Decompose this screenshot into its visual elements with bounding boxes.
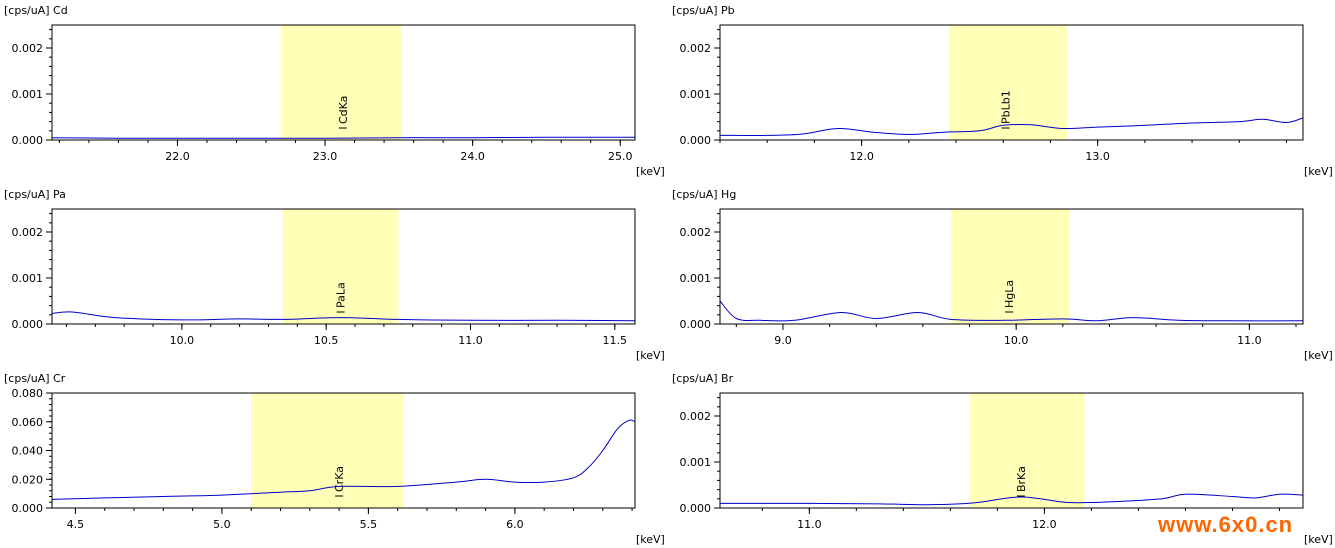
spectrum-line	[51, 136, 635, 139]
chart-title: [cps/uA] Pb	[672, 4, 735, 17]
marker-label: PaLa	[335, 282, 348, 308]
x-tick-label: 25.0	[608, 150, 633, 163]
marker-label: CdKa	[337, 96, 350, 124]
x-tick-label: 5.5	[360, 518, 378, 531]
y-tick-label: 0.060	[12, 416, 44, 429]
chart-panel: [cps/uA] Pa 10.0 10.5 11.0 11.5 0.000 0.001 0.0…	[4, 188, 665, 362]
y-tick-label: 0.002	[12, 42, 44, 55]
chart-panel: [cps/uA] Br 11.0 12.0 0.000 0.001 0.002 BrKa [k…	[672, 372, 1333, 546]
plot-frame	[51, 392, 636, 509]
spectrum-line	[51, 419, 636, 500]
spectrum-line	[719, 117, 1304, 136]
spectrum-line	[719, 300, 1304, 322]
chart-title: [cps/uA] Cr	[4, 372, 66, 385]
marker-label: HgLa	[1003, 280, 1016, 308]
chart-title: [cps/uA] Pa	[4, 188, 66, 201]
x-tick-label: 10.0	[170, 334, 195, 347]
y-tick-label: 0.001	[680, 456, 712, 469]
chart-panel: [cps/uA] Cr 4.5 5.0 5.5 6.0 0.000 0.020 0.040 0.…	[4, 372, 665, 546]
x-axis-label: [keV]	[1304, 165, 1333, 178]
x-tick-label: 24.0	[460, 150, 485, 163]
highlight-band	[948, 25, 1067, 140]
y-tick-label: 0.002	[12, 226, 44, 239]
x-tick-label: 12.0	[1032, 518, 1057, 531]
x-tick-label: 6.0	[506, 518, 524, 531]
x-tick-label: 11.0	[797, 518, 822, 531]
y-tick-label: 0.001	[12, 88, 44, 101]
x-tick-label: 22.0	[165, 150, 190, 163]
x-axis-label: [keV]	[636, 533, 665, 546]
y-tick-label: 0.000	[12, 318, 44, 331]
x-tick-label: 9.0	[774, 334, 792, 347]
marker-label: BrKa	[1015, 466, 1028, 492]
x-tick-label: 5.0	[213, 518, 231, 531]
highlight-band	[280, 25, 402, 140]
chart-panel: [cps/uA] Pb 12.0 13.0 0.000 0.001 0.002 PbLb1 […	[672, 4, 1333, 178]
x-tick-label: 11.0	[1237, 334, 1262, 347]
spectrum-line	[51, 311, 636, 322]
y-tick-label: 0.000	[12, 134, 44, 147]
chart-panel: [cps/uA] Cd 22.0 23.0 24.0 25.0 0.000 0.001 0.0…	[4, 4, 665, 178]
y-tick-label: 0.000	[12, 502, 44, 515]
plot-frame	[719, 392, 1304, 509]
x-tick-label: 11.0	[458, 334, 483, 347]
chart-title: [cps/uA] Cd	[4, 4, 68, 17]
y-tick-label: 0.002	[680, 42, 712, 55]
y-tick-label: 0.040	[12, 445, 44, 458]
x-tick-label: 10.0	[1004, 334, 1029, 347]
y-tick-label: 0.020	[12, 473, 44, 486]
y-tick-label: 0.002	[680, 410, 712, 423]
chart-title: [cps/uA] Hg	[672, 188, 736, 201]
plot-frame	[719, 208, 1304, 325]
x-axis-label: [keV]	[636, 349, 665, 362]
chart-panel: [cps/uA] Hg 9.0 10.0 11.0 0.000 0.001 0.002 HgL…	[672, 188, 1333, 362]
x-tick-label: 4.5	[67, 518, 85, 531]
x-axis-label: [keV]	[1304, 349, 1333, 362]
x-tick-label: 11.5	[603, 334, 628, 347]
x-tick-label: 12.0	[849, 150, 874, 163]
plot-frame	[719, 24, 1304, 141]
x-axis-label: [keV]	[636, 165, 665, 178]
y-tick-label: 0.000	[680, 134, 712, 147]
chart-title: [cps/uA] Br	[672, 372, 734, 385]
marker-label: PbLb1	[1000, 90, 1013, 124]
plot-frame	[51, 24, 636, 141]
watermark: www.6x0.cn	[1158, 512, 1294, 537]
highlight-band	[969, 393, 1085, 508]
y-tick-label: 0.001	[680, 88, 712, 101]
y-tick-label: 0.000	[680, 318, 712, 331]
y-tick-label: 0.001	[12, 272, 44, 285]
x-tick-label: 23.0	[313, 150, 338, 163]
y-tick-label: 0.000	[680, 502, 712, 515]
plot-frame	[51, 208, 636, 325]
spectrum-line	[719, 493, 1304, 506]
x-axis-label: [keV]	[1304, 533, 1333, 546]
marker-label: CrKa	[333, 466, 346, 492]
x-tick-label: 13.0	[1085, 150, 1110, 163]
highlight-band	[282, 209, 399, 324]
y-tick-label: 0.001	[680, 272, 712, 285]
y-tick-label: 0.002	[680, 226, 712, 239]
x-tick-label: 10.5	[314, 334, 339, 347]
highlight-band	[251, 393, 404, 508]
y-tick-label: 0.080	[12, 387, 44, 400]
highlight-band	[950, 209, 1070, 324]
